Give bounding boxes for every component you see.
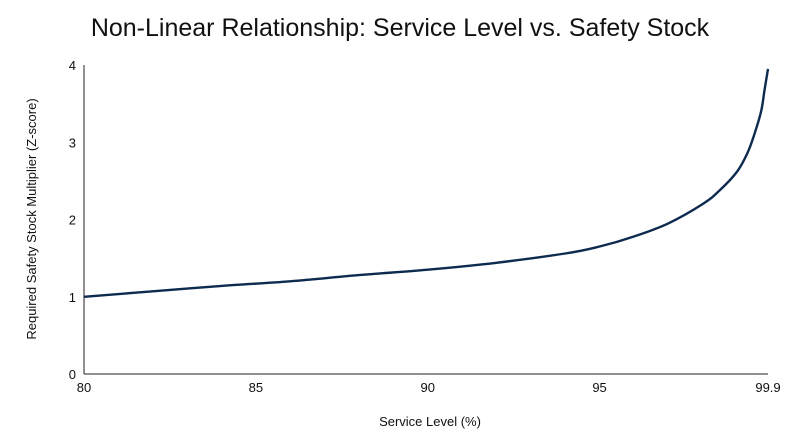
x-axis-label: Service Level (%) [379,414,481,429]
chart-title: Non-Linear Relationship: Service Level v… [90,14,710,42]
y-tick-label: 4 [69,58,76,73]
chart-axes [83,65,768,375]
y-tick-label: 3 [69,135,76,150]
x-tick-label: 99.9 [755,380,780,395]
chart-series [83,68,770,298]
y-axis-label: Required Safety Stock Multiplier (Z-scor… [24,98,39,339]
x-tick-label: 95 [592,380,606,395]
x-tick-label: 90 [420,380,434,395]
x-tick-label: 80 [77,380,91,395]
x-tick-label: 85 [249,380,263,395]
series-line [83,68,770,298]
y-tick-label: 0 [69,367,76,382]
tick-labels: 80 85 90 95 99.9 0 1 2 3 4 [69,58,781,395]
y-tick-label: 1 [69,290,76,305]
y-tick-label: 2 [69,213,76,228]
